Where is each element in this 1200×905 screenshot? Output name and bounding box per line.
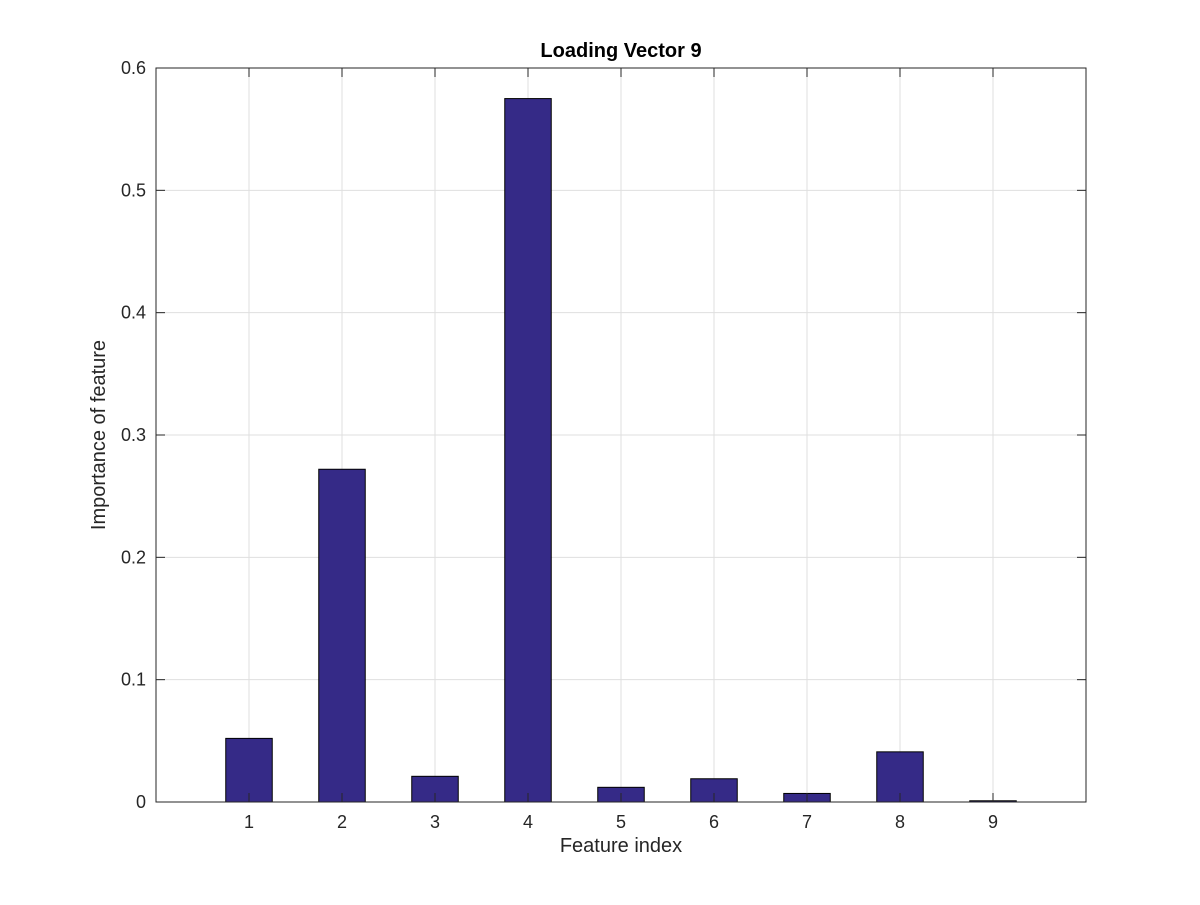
grid-lines xyxy=(156,68,1086,802)
x-tick-label: 6 xyxy=(709,812,719,832)
bar xyxy=(225,737,273,803)
y-tick-label: 0.5 xyxy=(121,180,146,200)
y-tick-label: 0 xyxy=(136,792,146,812)
x-tick-label: 7 xyxy=(802,812,812,832)
tick-marks xyxy=(156,67,1086,803)
x-tick-label: 8 xyxy=(895,812,905,832)
chart-title: Loading Vector 9 xyxy=(540,40,701,62)
y-tick-label: 0.6 xyxy=(121,58,146,78)
x-tick-label: 3 xyxy=(430,812,440,832)
x-tick-label: 9 xyxy=(988,812,998,832)
bar xyxy=(504,98,552,803)
y-tick-label: 0.3 xyxy=(121,425,146,445)
x-tick-label: 4 xyxy=(523,812,533,832)
x-axis-label: Feature index xyxy=(560,835,682,857)
x-tick-label: 1 xyxy=(244,812,254,832)
y-axis-label: Importance of feature xyxy=(88,340,110,530)
y-tick-labels: 0 0.1 0.2 0.3 0.4 0.5 0.6 xyxy=(121,58,146,812)
y-tick-label: 0.1 xyxy=(121,670,146,690)
y-tick-label: 0.2 xyxy=(121,547,146,567)
x-tick-label: 5 xyxy=(616,812,626,832)
bar xyxy=(318,468,366,803)
x-tick-labels: 1 2 3 4 5 6 7 8 9 xyxy=(244,812,998,832)
y-tick-label: 0.4 xyxy=(121,303,146,323)
x-tick-label: 2 xyxy=(337,812,347,832)
